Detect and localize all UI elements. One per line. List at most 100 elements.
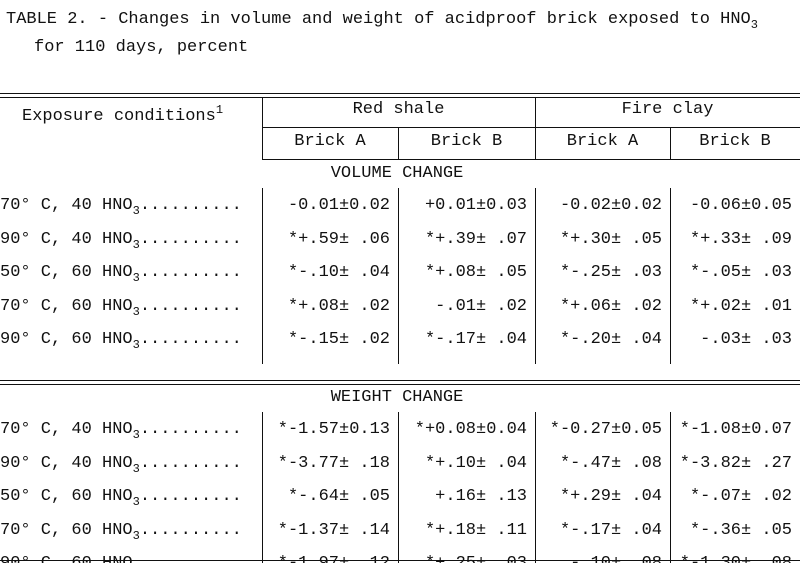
row-label-text: 90° C, 40 HNO xyxy=(0,453,133,473)
col-rule xyxy=(670,188,671,364)
row-label-sub: 3 xyxy=(132,528,140,543)
rule xyxy=(0,97,800,98)
col-rule xyxy=(535,97,536,160)
row-label-text: 50° C, 60 HNO xyxy=(0,263,133,282)
row-label: 90° C, 60 HNO3.......... xyxy=(0,554,242,563)
row-label-text: 70° C, 40 HNO xyxy=(0,420,133,439)
section-title: VOLUME CHANGE xyxy=(330,164,464,183)
leader: .......... xyxy=(139,263,242,282)
row-label: 90° C, 40 HNO3.......... xyxy=(0,230,242,255)
leader: .......... xyxy=(139,420,242,439)
row-label-sub: 3 xyxy=(132,237,140,252)
rule xyxy=(0,384,800,385)
cell: *-.47± .08 xyxy=(559,453,662,473)
cell: -0.01±0.02 xyxy=(287,196,390,215)
row-label-text: 50° C, 60 HNO xyxy=(0,487,133,506)
cell: *-.36± .05 xyxy=(689,520,792,540)
cell: *-.17± .04 xyxy=(559,520,662,540)
cell: *+.08± .05 xyxy=(424,263,527,282)
cell: -0.06±0.05 xyxy=(689,196,792,215)
rule xyxy=(0,560,800,561)
title-line2: for 110 days, percent xyxy=(34,38,249,57)
cell: *+0.08±0.04 xyxy=(414,420,527,439)
row-label-text: 90° C, 40 HNO xyxy=(0,229,133,249)
leader: .......... xyxy=(139,229,242,249)
column-header: Brick B xyxy=(699,132,771,151)
cell: +.16± .13 xyxy=(435,487,527,506)
leader: .......... xyxy=(139,520,242,540)
section-title: WEIGHT CHANGE xyxy=(330,388,464,407)
column-header: Brick B xyxy=(430,132,503,151)
col-rule xyxy=(535,188,536,364)
cell: *-.05± .03 xyxy=(689,263,792,282)
row-label: 90° C, 60 HNO3.......... xyxy=(0,330,242,355)
col-rule xyxy=(262,412,263,563)
cell: *-.20± .04 xyxy=(559,330,662,349)
row-label: 70° C, 60 HNO3.......... xyxy=(0,297,242,322)
row-label-text: 70° C, 40 HNO xyxy=(0,196,133,215)
row-label: 70° C, 40 HNO3.......... xyxy=(0,196,242,221)
group-header: Red shale xyxy=(352,100,445,119)
rule xyxy=(0,93,800,94)
row-label: 90° C, 40 HNO3.......... xyxy=(0,454,242,479)
col-rule xyxy=(398,188,399,364)
cell: *-.10± .04 xyxy=(287,263,390,282)
cell: *-1.30± .08 xyxy=(670,554,792,563)
col-rule xyxy=(262,188,263,364)
cell: *-1.97± .12 xyxy=(262,554,390,563)
cell: *-.15± .02 xyxy=(287,330,390,349)
cell: *+.10± .04 xyxy=(424,453,527,473)
cell: *-.17± .04 xyxy=(424,330,527,349)
cell: *+.18± .11 xyxy=(424,520,527,540)
cell: -.10± .08 xyxy=(535,554,662,563)
footnote-mark: 1 xyxy=(215,103,224,117)
cell: *+.33± .09 xyxy=(689,229,792,249)
row-label-sub: 3 xyxy=(132,271,140,285)
leader: .......... xyxy=(139,330,242,349)
title-text: TABLE 2. - Changes in volume and weight … xyxy=(6,10,751,29)
cell: *+.39± .07 xyxy=(424,229,527,249)
title-sub: 3 xyxy=(750,18,758,32)
row-label: 70° C, 60 HNO3.......... xyxy=(0,521,242,546)
cell: -0.02±0.02 xyxy=(559,196,662,215)
row-label: 50° C, 60 HNO3.......... xyxy=(0,487,242,512)
row-label-sub: 3 xyxy=(132,204,140,218)
cell: *-3.77± .18 xyxy=(277,453,390,473)
title: TABLE 2. - Changes in volume and weight … xyxy=(6,10,758,35)
rule xyxy=(262,159,800,160)
cell: *-.07± .02 xyxy=(689,487,792,506)
column-header: Brick A xyxy=(566,132,639,151)
row-label: 50° C, 60 HNO3.......... xyxy=(0,263,242,288)
cell: -.01± .02 xyxy=(435,296,527,316)
row-label-text: 70° C, 60 HNO xyxy=(0,520,133,540)
row-label-text: 70° C, 60 HNO xyxy=(0,296,133,316)
cell: *+.30± .05 xyxy=(559,229,662,249)
leader: .......... xyxy=(139,196,242,215)
cell: *+.06± .02 xyxy=(559,296,662,316)
col-rule xyxy=(535,412,536,563)
leader: .......... xyxy=(139,296,242,316)
cell: *-.64± .05 xyxy=(287,487,390,506)
col-rule xyxy=(398,127,399,160)
header-label-text: Exposure conditions xyxy=(22,107,216,126)
leader: .......... xyxy=(139,453,242,473)
leader: .......... xyxy=(139,487,242,506)
cell: *+.25± .03 xyxy=(398,554,527,563)
col-rule xyxy=(670,127,671,160)
cell: *-.25± .03 xyxy=(559,263,662,282)
cell: *+.08± .02 xyxy=(287,296,390,316)
row-label-text: 90° C, 60 HNO xyxy=(0,330,133,349)
rule xyxy=(262,127,800,128)
col-rule xyxy=(262,97,263,160)
cell: -.03± .03 xyxy=(700,330,792,349)
column-header: Brick A xyxy=(294,132,366,151)
cell: *+.29± .04 xyxy=(559,487,662,506)
group-header: Fire clay xyxy=(621,100,714,119)
cell: +0.01±0.03 xyxy=(424,196,527,215)
leader: .......... xyxy=(140,554,242,563)
cell: *+.02± .01 xyxy=(689,296,792,316)
cell: *+.59± .06 xyxy=(287,229,390,249)
cell: *-0.27±0.05 xyxy=(549,420,662,439)
row-label-sub: 3 xyxy=(132,338,140,352)
